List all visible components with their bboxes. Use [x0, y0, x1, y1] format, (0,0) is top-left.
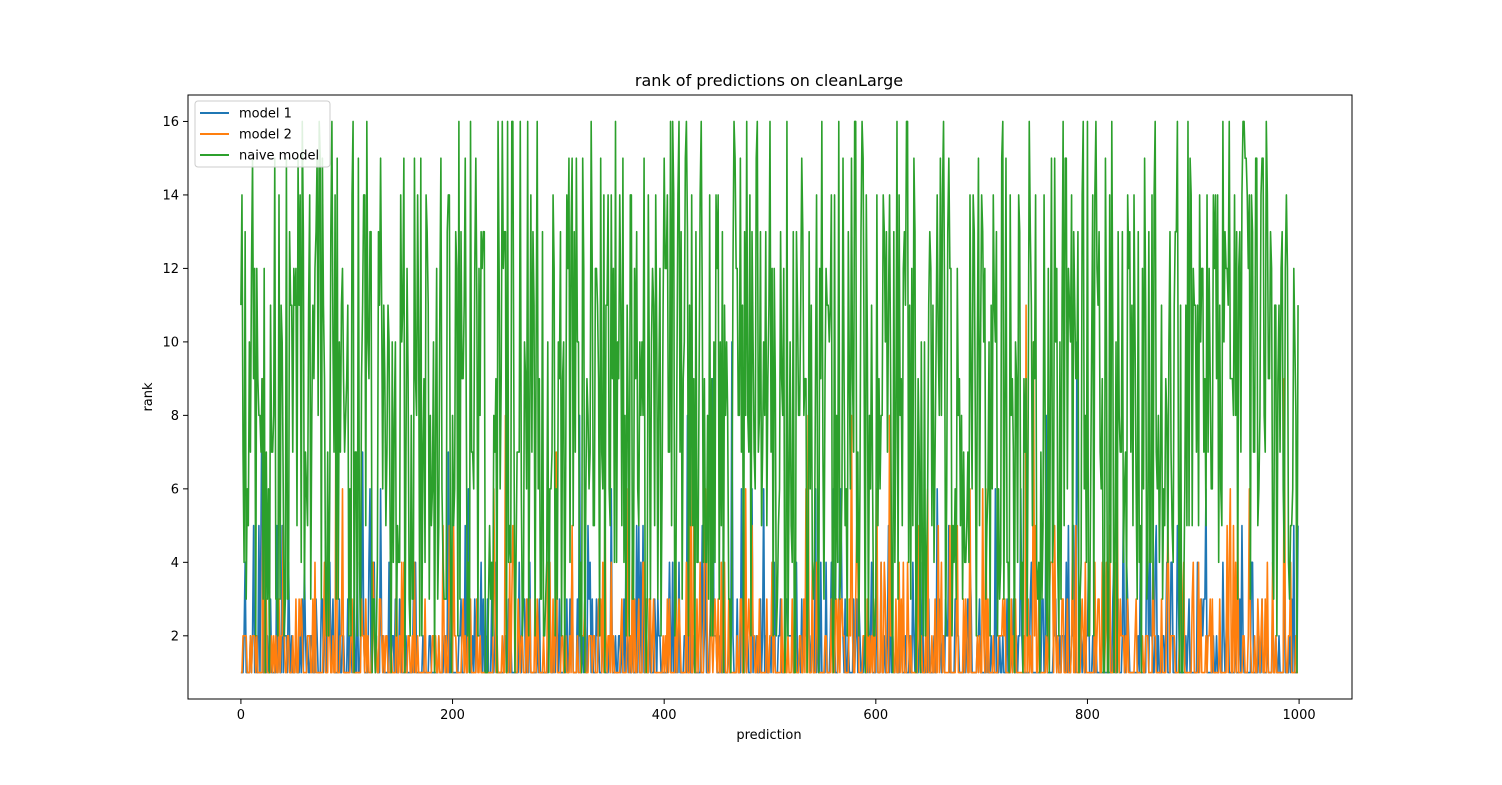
series-line-model-2 — [240, 304, 1299, 674]
y-axis-label: rank — [141, 382, 156, 412]
series-layer — [240, 120, 1299, 674]
plot-frame — [187, 94, 1353, 700]
legend-label: naive model — [239, 149, 319, 164]
y-tick-label: 8 — [171, 409, 179, 424]
y-tick-label: 2 — [171, 629, 179, 644]
y-axis-ticks: 2 4 6 8 10 12 14 16 — [162, 115, 188, 644]
series-line-naive-model — [240, 120, 1299, 674]
y-tick-label: 16 — [162, 115, 179, 130]
chart-title: rank of predictions on cleanLarge — [635, 71, 903, 90]
x-axis-label: prediction — [736, 728, 801, 743]
y-tick-label: 4 — [171, 556, 179, 571]
x-tick-label: 1000 — [1283, 708, 1316, 723]
legend-box — [194, 100, 331, 168]
x-tick-label: 600 — [863, 708, 888, 723]
y-tick-label: 14 — [162, 188, 179, 203]
x-tick-label: 0 — [237, 708, 245, 723]
y-tick-label: 12 — [162, 262, 179, 277]
legend-label: model 2 — [239, 128, 292, 143]
x-tick-label: 200 — [440, 708, 465, 723]
x-axis-ticks: 0 200 400 600 800 1000 — [237, 699, 1316, 723]
legend: model 1 model 2 naive model — [194, 100, 331, 168]
y-tick-label: 10 — [162, 335, 179, 350]
legend-label: model 1 — [239, 107, 292, 122]
x-tick-label: 400 — [652, 708, 677, 723]
y-tick-label: 6 — [171, 482, 179, 497]
x-tick-label: 800 — [1075, 708, 1100, 723]
